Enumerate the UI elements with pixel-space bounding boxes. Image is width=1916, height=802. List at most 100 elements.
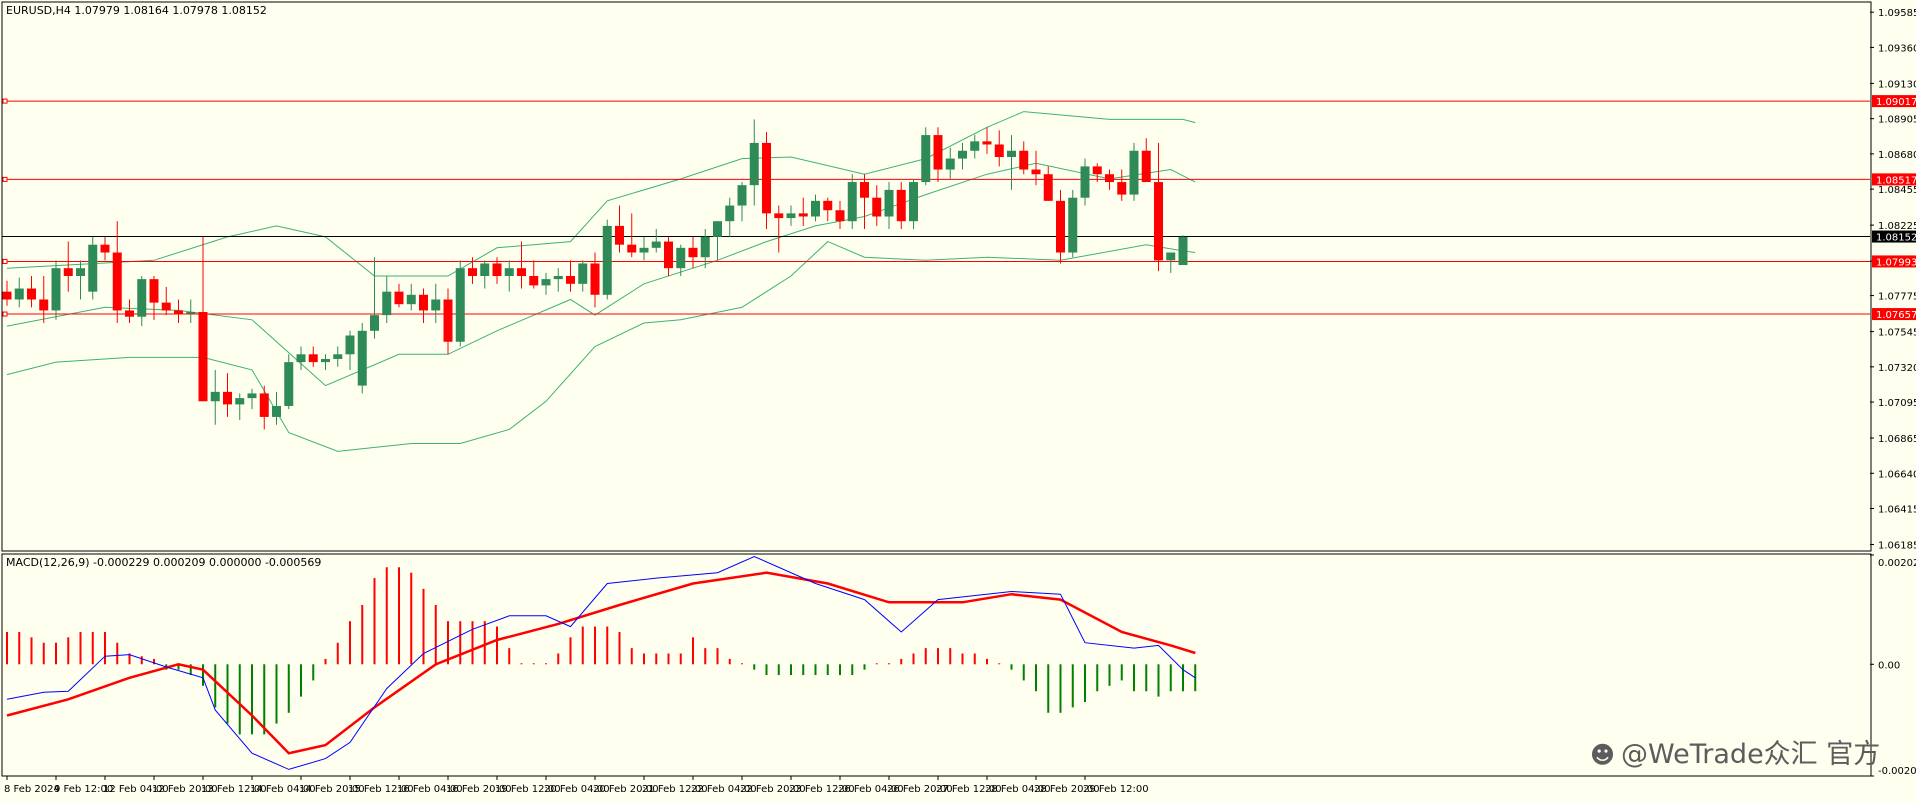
current-price-tag — [1872, 230, 1916, 243]
candle-body — [333, 354, 343, 359]
candle-body — [566, 276, 575, 284]
macd-signal-line — [6, 571, 1196, 755]
candle-body — [161, 302, 171, 311]
candle-body — [945, 158, 955, 170]
candle-body — [431, 299, 441, 311]
watermark: ☻ @WeTrade众汇 官方 — [1590, 732, 1880, 771]
candle-body — [14, 288, 24, 300]
candle-body — [149, 279, 159, 303]
price-tick-label: 1.08455 — [1878, 185, 1916, 196]
candle-body — [700, 236, 710, 258]
candle-body — [88, 244, 98, 292]
price-tick-label: 1.08225 — [1878, 221, 1916, 232]
candle-body — [909, 182, 918, 222]
macd-tick-label: -0.002073 — [1878, 766, 1916, 777]
time-tick-label: 28 Feb 20:00 — [1034, 784, 1100, 795]
candle-body — [872, 197, 882, 217]
candle-body — [1068, 197, 1078, 253]
level-price-label: 1.07993 — [1876, 257, 1916, 268]
candle-body — [137, 279, 147, 317]
candle-body — [541, 279, 551, 286]
time-tick-label: 26 Feb 20:00 — [887, 784, 953, 795]
candle-body — [468, 268, 477, 276]
candle-body — [602, 225, 612, 295]
candle-body — [345, 335, 355, 355]
candle-body — [186, 312, 196, 314]
candle-body — [664, 241, 673, 269]
level-handle[interactable] — [2, 98, 8, 104]
time-tick-label: 14 Feb 20:00 — [299, 784, 365, 795]
macd-tick-label: 0.00 — [1878, 660, 1900, 671]
price-tick-label: 1.07095 — [1878, 398, 1916, 409]
bollinger-upper-line — [6, 111, 1196, 277]
time-tick-label: 27 Feb 12:00 — [936, 784, 1002, 795]
price-tick-label: 1.08905 — [1878, 115, 1916, 126]
candle-body — [651, 241, 661, 248]
time-tick-label: 13 Feb 12:00 — [201, 784, 267, 795]
price-axis: 1.09585 1.09360 1.09130 1.08905 1.08680 1.084… — [1870, 8, 1916, 552]
candle-body — [406, 294, 416, 305]
candle-body — [443, 299, 453, 342]
candle-body — [615, 225, 624, 245]
candle-body — [1056, 200, 1065, 253]
candle-body — [321, 358, 330, 363]
time-tick-label: 20 Feb 20:00 — [593, 784, 659, 795]
bollinger-middle-line — [6, 162, 1196, 387]
horizontal-levels[interactable] — [2, 98, 1870, 317]
price-tick-label: 1.06185 — [1878, 541, 1916, 552]
candle-body — [762, 142, 771, 214]
candle-body — [1166, 252, 1176, 261]
candle-body — [198, 312, 208, 402]
candle-body — [1141, 150, 1151, 183]
candle-body — [676, 247, 686, 269]
candle-body — [1105, 174, 1114, 183]
candle-body — [480, 263, 490, 276]
time-tick-label: 21 Feb 12:00 — [642, 784, 708, 795]
candle-body — [308, 354, 318, 363]
candle-body — [247, 393, 257, 399]
price-tick-label: 1.07775 — [1878, 292, 1916, 303]
candle-body — [296, 354, 306, 363]
candle-body — [394, 291, 404, 305]
macd-header: MACD(12,26,9) -0.000229 0.000209 0.00000… — [6, 556, 321, 569]
time-tick-label: 14 Feb 04:00 — [250, 784, 316, 795]
level-handle[interactable] — [2, 311, 8, 317]
candle-body — [39, 299, 49, 311]
level-handle[interactable] — [2, 258, 8, 264]
candle-body — [517, 268, 526, 276]
candle-body — [713, 221, 722, 237]
candle-body — [284, 362, 294, 406]
candle-body — [553, 276, 563, 280]
candle-body — [357, 330, 367, 386]
level-price-tag — [1872, 308, 1916, 321]
candle-body — [1043, 174, 1053, 201]
time-tick-label: 16 Feb 04:00 — [397, 784, 463, 795]
candle-body — [112, 252, 122, 311]
price-tick-label: 1.07545 — [1878, 328, 1916, 339]
candle-body — [994, 144, 1004, 158]
candle-body — [223, 391, 232, 405]
candle-body — [63, 268, 73, 276]
candle-body — [259, 393, 269, 417]
bollinger-lower-line — [6, 241, 1196, 452]
time-tick-label: 28 Feb 04:00 — [985, 784, 1051, 795]
candle-body — [688, 247, 698, 258]
candle-body — [933, 135, 943, 170]
time-tick-label: 12 Feb 04:00 — [103, 784, 169, 795]
level-handle[interactable] — [2, 176, 8, 182]
candle-body — [76, 268, 85, 276]
candle-body — [125, 310, 134, 317]
candle-body — [174, 310, 183, 314]
candle-body — [382, 291, 392, 316]
main-panel-frame — [1, 1, 1872, 552]
candle-body — [982, 141, 992, 145]
candle-body — [639, 247, 649, 253]
candle-body — [455, 268, 465, 342]
macd-main-line — [6, 555, 1196, 770]
candle-body — [27, 288, 36, 300]
watermark-text: @WeTrade众汇 官方 — [1621, 739, 1881, 770]
candle-body — [2, 291, 12, 300]
